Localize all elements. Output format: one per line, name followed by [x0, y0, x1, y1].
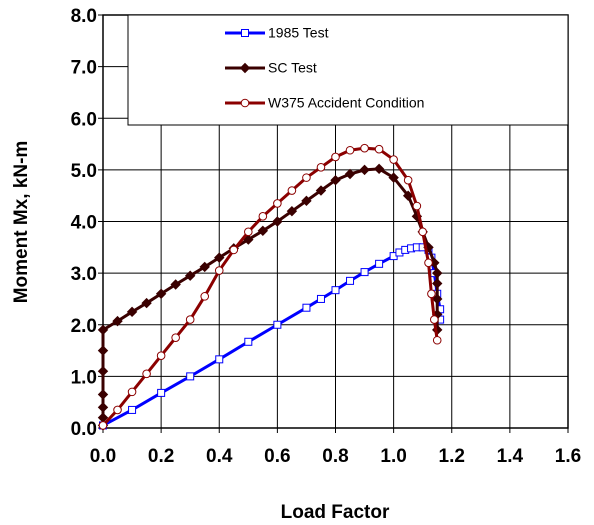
marker — [258, 212, 268, 221]
x-tick-label: 1.6 — [555, 446, 581, 467]
series-line — [101, 146, 439, 427]
legend-marker — [240, 98, 250, 108]
y-tick-label: 7.0 — [71, 58, 97, 79]
marker — [346, 276, 355, 285]
x-tick-label: 1.4 — [497, 446, 524, 467]
marker — [184, 270, 196, 281]
marker — [432, 293, 443, 305]
legend-marker — [241, 29, 249, 37]
legend-label: SC Test — [268, 60, 317, 76]
marker — [200, 292, 210, 301]
marker — [215, 355, 224, 364]
marker — [186, 372, 195, 381]
marker — [427, 289, 436, 299]
marker — [97, 366, 109, 377]
x-axis-label: Load Factor — [281, 502, 390, 523]
marker — [170, 279, 181, 290]
marker — [316, 294, 325, 303]
marker — [374, 144, 384, 154]
y-tick-label: 1.0 — [71, 367, 97, 388]
x-tick-label: 1.0 — [380, 446, 406, 467]
marker — [97, 345, 109, 356]
x-tick-label: 0.6 — [264, 446, 290, 467]
y-tick-label: 4.0 — [71, 213, 97, 234]
marker — [243, 234, 254, 245]
marker — [97, 402, 109, 413]
x-tick-label: 0.2 — [148, 446, 174, 467]
marker — [373, 163, 385, 175]
marker — [432, 267, 443, 279]
y-tick-label: 3.0 — [71, 264, 97, 285]
marker — [331, 152, 340, 162]
marker — [171, 333, 180, 342]
legend-box — [127, 14, 569, 126]
y-tick-label: 8.0 — [71, 6, 97, 27]
marker — [128, 405, 137, 414]
marker — [360, 143, 369, 153]
marker — [113, 405, 122, 415]
marker — [214, 266, 224, 275]
series-line — [101, 167, 439, 426]
marker — [286, 205, 298, 217]
marker — [244, 227, 253, 237]
marker — [424, 258, 433, 268]
marker — [141, 297, 152, 309]
marker — [229, 245, 239, 255]
marker — [156, 351, 166, 361]
marker — [344, 168, 356, 180]
marker — [155, 288, 167, 299]
marker — [301, 195, 312, 207]
x-tick-label: 0.8 — [322, 446, 348, 467]
marker — [302, 303, 311, 312]
marker — [375, 259, 384, 268]
marker — [244, 337, 253, 346]
y-tick-label: 6.0 — [71, 109, 97, 130]
series-line — [102, 245, 442, 427]
marker — [273, 320, 282, 329]
marker — [412, 201, 422, 211]
y-axis-label: Moment Mx, kN-m — [11, 141, 32, 304]
marker — [97, 324, 109, 336]
marker — [418, 227, 427, 237]
marker — [316, 162, 326, 172]
marker — [287, 186, 297, 195]
marker — [126, 306, 138, 318]
legend-label: W375 Accident Condition — [268, 95, 424, 111]
marker — [432, 278, 443, 289]
y-tick-label: 2.0 — [71, 316, 97, 337]
marker — [430, 315, 439, 324]
marker — [112, 315, 123, 327]
x-tick-label: 1.2 — [439, 446, 465, 467]
marker — [97, 389, 109, 400]
marker — [360, 268, 369, 277]
marker — [345, 145, 355, 155]
marker — [273, 199, 282, 208]
marker — [330, 174, 341, 186]
marker — [272, 216, 283, 227]
marker — [403, 175, 413, 185]
marker — [199, 261, 210, 273]
x-tick-label: 0.4 — [206, 446, 233, 467]
marker — [127, 387, 137, 397]
marker — [388, 172, 399, 183]
marker — [157, 388, 166, 397]
marker — [315, 185, 327, 196]
y-tick-label: 5.0 — [71, 161, 97, 182]
legend-marker — [239, 62, 251, 74]
y-tick-label: 0.0 — [71, 419, 97, 440]
legend-label: 1985 Test — [268, 25, 329, 41]
marker — [302, 173, 311, 182]
marker — [257, 225, 269, 236]
marker — [142, 369, 151, 379]
marker — [389, 155, 398, 164]
marker — [214, 252, 225, 263]
marker — [98, 421, 108, 430]
marker — [185, 315, 195, 324]
x-tick-label: 0.0 — [90, 446, 116, 467]
marker — [402, 190, 414, 201]
marker — [432, 335, 442, 345]
marker — [331, 286, 340, 295]
marker — [359, 164, 370, 176]
